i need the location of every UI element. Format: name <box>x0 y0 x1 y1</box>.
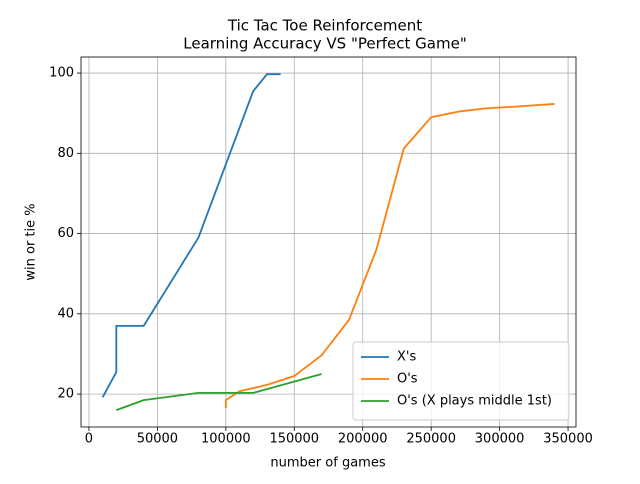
y-tick-label: 20 <box>57 387 74 402</box>
legend-label: O's <box>397 372 418 387</box>
plot-frame <box>80 56 577 428</box>
y-axis-label: win or tie % <box>24 203 39 280</box>
chart-subtitle: Learning Accuracy VS "Perfect Game" <box>183 35 466 53</box>
y-tick-label: 80 <box>57 146 74 161</box>
y-tick-label: 60 <box>57 226 74 241</box>
x-tick-label: 250000 <box>406 432 456 447</box>
x-tick-label: 150000 <box>269 432 319 447</box>
legend-label: X's <box>397 350 416 365</box>
line-series <box>224 103 555 409</box>
x-tick-label: 350000 <box>543 432 593 447</box>
x-tick-label: 200000 <box>338 432 388 447</box>
x-tick-label: 0 <box>85 432 93 447</box>
legend-label: O's (X plays middle 1st) <box>397 394 552 409</box>
x-tick-label: 50000 <box>137 432 178 447</box>
chart-title: Tic Tac Toe Reinforcement <box>227 17 422 35</box>
y-tick-label: 100 <box>49 66 74 81</box>
y-tick-label: 40 <box>57 306 74 321</box>
x-axis-label: number of games <box>270 456 385 471</box>
line-series <box>116 373 322 411</box>
legend-box <box>352 341 570 421</box>
x-tick-label: 100000 <box>201 432 251 447</box>
line-series <box>101 73 281 398</box>
legend: X's O's O's (X plays middle 1st) <box>352 341 570 421</box>
x-tick-label: 300000 <box>475 432 525 447</box>
